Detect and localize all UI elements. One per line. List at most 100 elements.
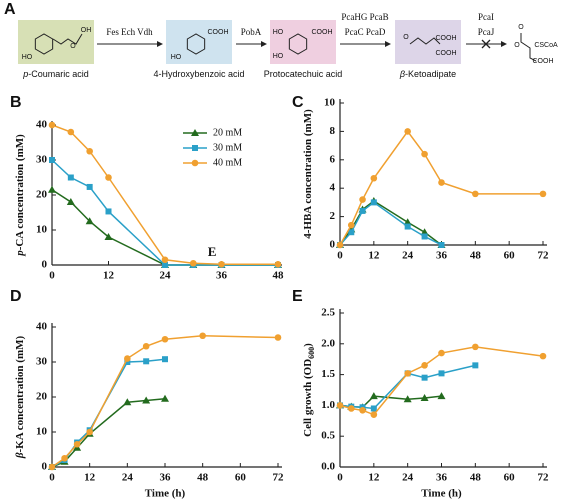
data-point: [124, 359, 131, 365]
compound-name: β-Ketoadipate: [399, 69, 456, 79]
block-mark: [481, 39, 491, 49]
compound-name-part: -Coumaric acid: [28, 69, 89, 79]
data-point: [404, 223, 411, 230]
x-tick-label: 36: [436, 250, 448, 262]
side-chain: [52, 33, 83, 45]
data-point: [142, 396, 151, 404]
enzyme-label: Fes Ech Vdh: [106, 27, 153, 37]
compound-name-part: p: [22, 69, 28, 79]
x-tick-label: 0: [337, 250, 343, 262]
y-tick-label: 30: [36, 356, 48, 368]
x-tick-label: 72: [273, 472, 285, 484]
x-tick-label: 48: [197, 472, 209, 484]
data-point: [359, 207, 366, 214]
x-tick-label: 12: [103, 270, 115, 282]
atom-label: COOH: [208, 29, 229, 36]
data-point: [370, 199, 377, 206]
legend-marker: [191, 159, 199, 167]
series-line: [339, 130, 543, 246]
panel-letter: E: [292, 288, 303, 305]
data-point: [48, 121, 56, 129]
chain: [409, 37, 441, 45]
data-point: [48, 185, 56, 193]
compound-name-part: β: [399, 69, 405, 79]
x-tick-label: 72: [538, 250, 550, 262]
data-point: [472, 343, 479, 351]
panel-letter: D: [10, 288, 22, 305]
compound-name-part: Protocatechuic acid: [264, 69, 343, 79]
y-tick-label: 0: [42, 259, 48, 271]
annotation: E: [208, 244, 217, 259]
y-axis-label: p-CA concentration (mM): [14, 134, 26, 257]
y-tick-label: 10: [324, 97, 336, 109]
data-point: [199, 332, 206, 340]
y-tick-label: 8: [330, 125, 336, 137]
benzene-ring: [34, 33, 54, 55]
legend-label: 40 mM: [213, 157, 242, 168]
y-tick-label: 2: [330, 210, 336, 222]
series-line: [339, 346, 544, 416]
data-point: [105, 208, 112, 215]
enzyme-label: PcaI: [478, 12, 494, 22]
data-point: [123, 398, 132, 406]
data-point: [86, 147, 93, 155]
data-point: [438, 370, 445, 377]
enzyme-label: PcaC PcaD: [345, 27, 386, 37]
atom-label: OH: [81, 27, 92, 34]
y-tick-label: 0: [42, 461, 48, 473]
y-tick-label: 10: [36, 224, 48, 236]
data-point: [143, 358, 150, 365]
data-point: [274, 334, 282, 341]
data-point: [67, 174, 74, 181]
x-tick-label: 72: [538, 472, 550, 484]
data-point: [421, 233, 428, 240]
data-point: [438, 242, 445, 248]
legend-marker: [191, 129, 199, 136]
atom-label: COOH: [533, 58, 554, 65]
chain: [520, 33, 537, 62]
data-point: [348, 229, 355, 236]
atom-label: HO: [171, 54, 182, 61]
benzene-ring: [186, 33, 206, 55]
x-tick-label: 24: [402, 472, 414, 484]
atom-label: COOH: [312, 29, 333, 36]
panel-letter: C: [292, 94, 304, 111]
data-point: [347, 405, 355, 412]
data-point: [189, 259, 197, 267]
data-point: [403, 395, 412, 403]
y-tick-label: 20: [36, 189, 48, 201]
compound-box: [166, 20, 232, 64]
enzyme-label: PobA: [241, 27, 262, 37]
data-point: [370, 174, 378, 182]
y-axis-label: 4-HBA concentration (mM): [302, 109, 314, 239]
series-line: [51, 189, 278, 266]
x-tick-label: 36: [216, 270, 228, 282]
data-point: [336, 241, 344, 249]
data-point: [161, 335, 169, 343]
data-point: [67, 128, 75, 136]
y-tick-label: 10: [36, 426, 48, 438]
data-point: [421, 374, 428, 381]
data-point: [162, 262, 168, 268]
x-tick-label: 12: [368, 472, 380, 484]
x-tick-label: 48: [273, 270, 285, 282]
data-point: [370, 405, 377, 412]
y-tick-label: 20: [36, 391, 48, 403]
x-tick-label: 48: [470, 250, 482, 262]
data-point: [73, 440, 81, 448]
data-point: [369, 392, 378, 400]
panel-letter: B: [10, 94, 22, 111]
x-tick-label: 60: [504, 472, 516, 484]
compound-name: Protocatechuic acid: [264, 69, 343, 79]
data-point: [403, 218, 412, 226]
y-tick-label: 2.5: [321, 307, 335, 319]
y-tick-label: 40: [36, 321, 48, 333]
y-axis-label-part: -KA concentration (mM): [14, 336, 26, 453]
compound-name-part: -Ketoadipate: [405, 69, 456, 79]
y-tick-label: 1.5: [321, 368, 335, 380]
data-point: [86, 428, 93, 436]
data-point: [274, 261, 282, 268]
legend-label: 20 mM: [213, 127, 242, 138]
atom-label: O: [403, 34, 409, 41]
data-point: [421, 362, 428, 369]
